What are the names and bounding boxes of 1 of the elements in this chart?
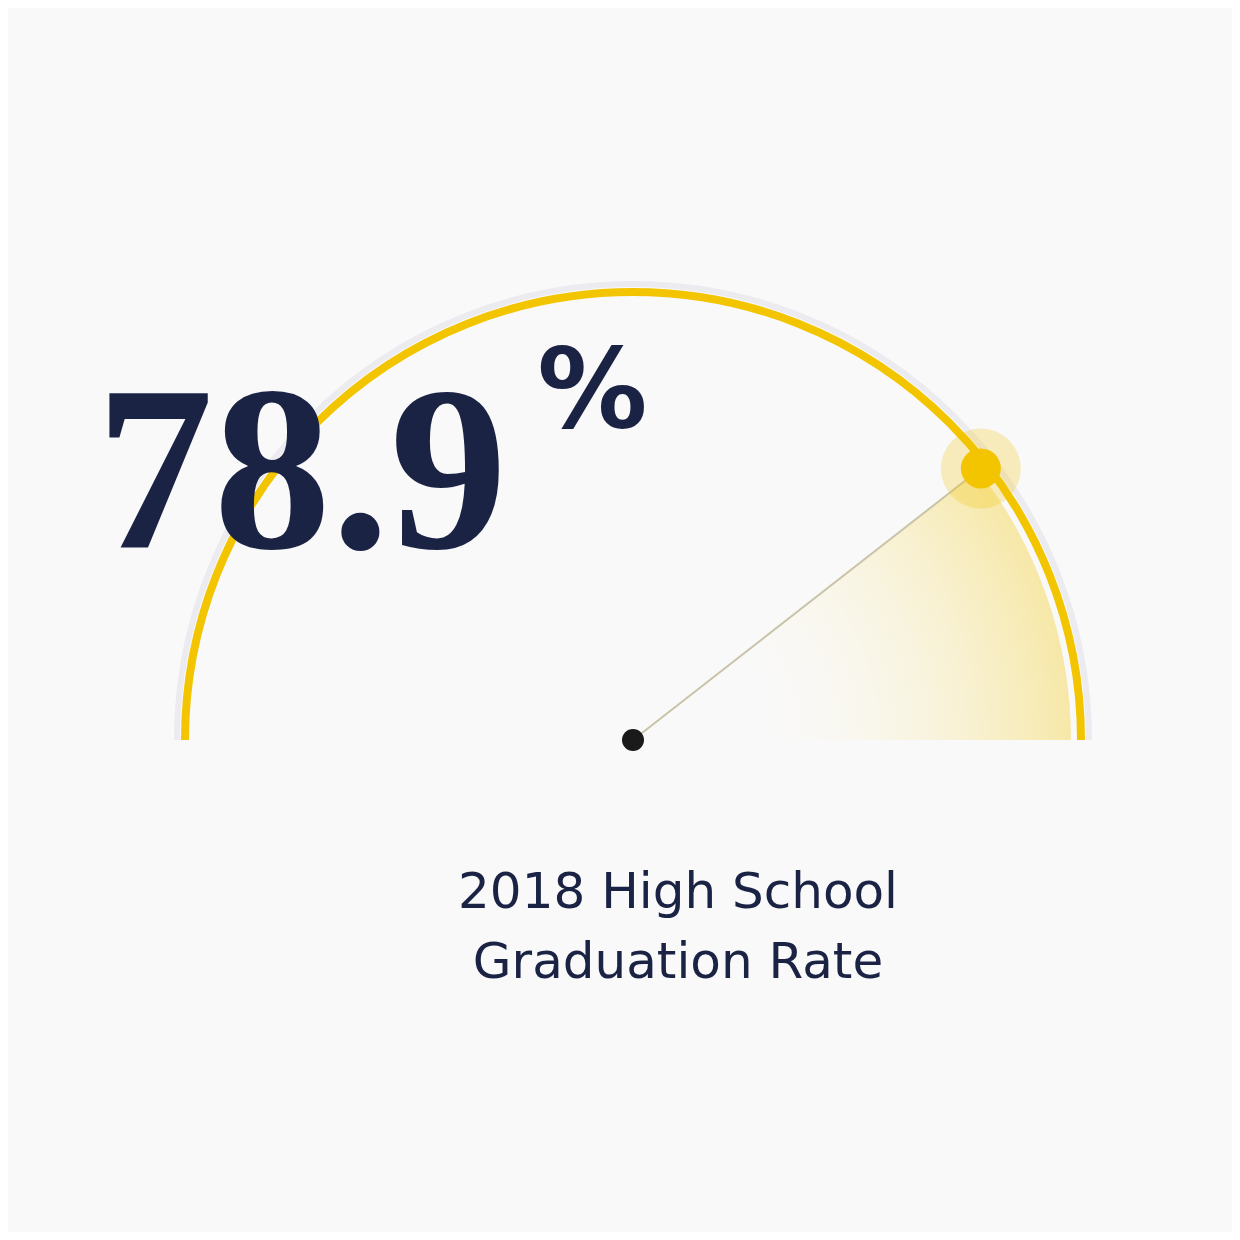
text: 2018 High School Graduation Rate [458,862,898,990]
